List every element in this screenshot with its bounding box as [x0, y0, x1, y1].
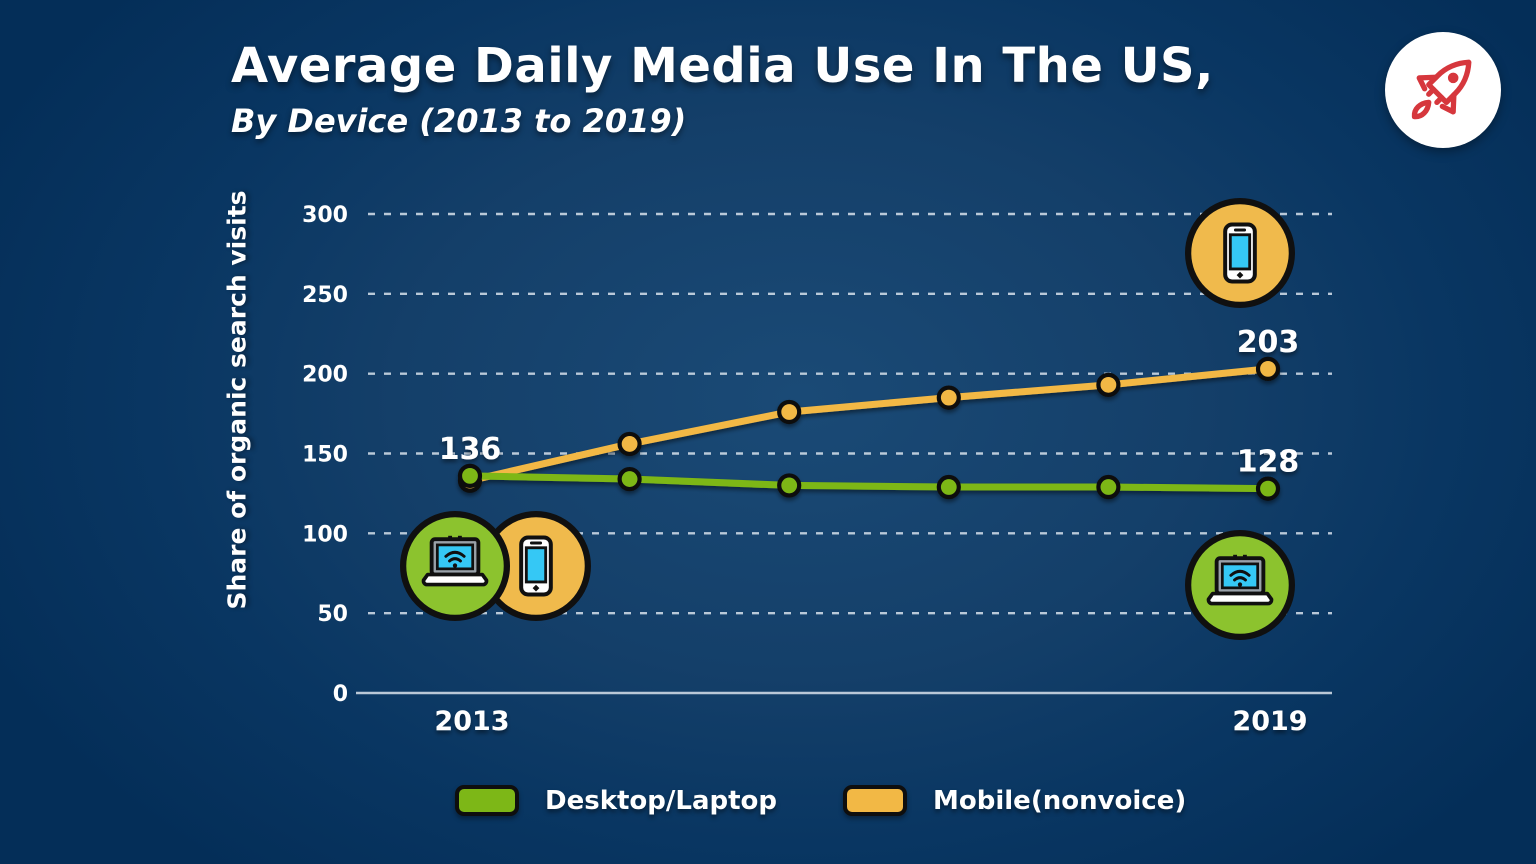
y-tick-label: 100	[302, 522, 348, 547]
data-point	[617, 431, 642, 457]
page-subtitle: By Device (2013 to 2019)	[231, 102, 687, 140]
end-desktop-badge	[1183, 528, 1297, 642]
data-point	[1096, 372, 1121, 397]
series-line-desktop-laptop	[466, 472, 1272, 493]
label-layer: 136 128 203 2013 2019	[434, 325, 1307, 737]
y-tick-label: 200	[302, 363, 348, 388]
page-title: Average Daily Media Use In The US,	[231, 38, 1214, 94]
y-tick-label: 250	[302, 283, 348, 308]
point-value-label: 203	[1237, 325, 1300, 360]
data-point	[1096, 474, 1121, 500]
legend-item: Mobile(nonvoice)	[843, 785, 1186, 816]
data-point	[1255, 476, 1281, 501]
data-point	[777, 473, 802, 498]
legend-swatch	[455, 785, 519, 816]
legend-label: Mobile(nonvoice)	[933, 785, 1187, 816]
grid-layer: 0 50 100 150 200 250 300	[302, 203, 1332, 707]
start-desktop-badge	[398, 509, 512, 623]
data-point	[777, 399, 802, 425]
data-point	[1255, 356, 1281, 381]
smartphone-icon	[1184, 197, 1296, 309]
data-point	[617, 466, 642, 492]
legend-item: Desktop/Laptop	[455, 785, 777, 816]
y-tick-label: 50	[317, 602, 348, 627]
data-point	[936, 474, 961, 500]
series-line-mobile-nonvoice-	[466, 365, 1272, 485]
laptop-wifi-icon	[399, 510, 511, 622]
x-tick-label: 2019	[1232, 706, 1307, 737]
point-value-label: 128	[1237, 445, 1300, 480]
data-point	[936, 385, 961, 410]
x-tick-label: 2013	[434, 706, 509, 737]
point-value-label: 136	[439, 432, 502, 467]
legend-label: Desktop/Laptop	[545, 785, 778, 816]
rocket-logo	[1385, 32, 1501, 148]
y-tick-label: 150	[302, 443, 348, 468]
legend-swatch	[843, 785, 908, 816]
data-point	[457, 463, 483, 488]
y-tick-label: 300	[302, 203, 348, 228]
chart-legend: Desktop/Laptop Mobile(nonvoice)	[455, 785, 1186, 816]
y-tick-label: 0	[333, 682, 348, 707]
laptop-wifi-icon	[1184, 529, 1296, 641]
end-mobile-badge	[1183, 196, 1297, 310]
series-layer	[457, 356, 1281, 501]
rocket-icon	[1411, 59, 1472, 120]
